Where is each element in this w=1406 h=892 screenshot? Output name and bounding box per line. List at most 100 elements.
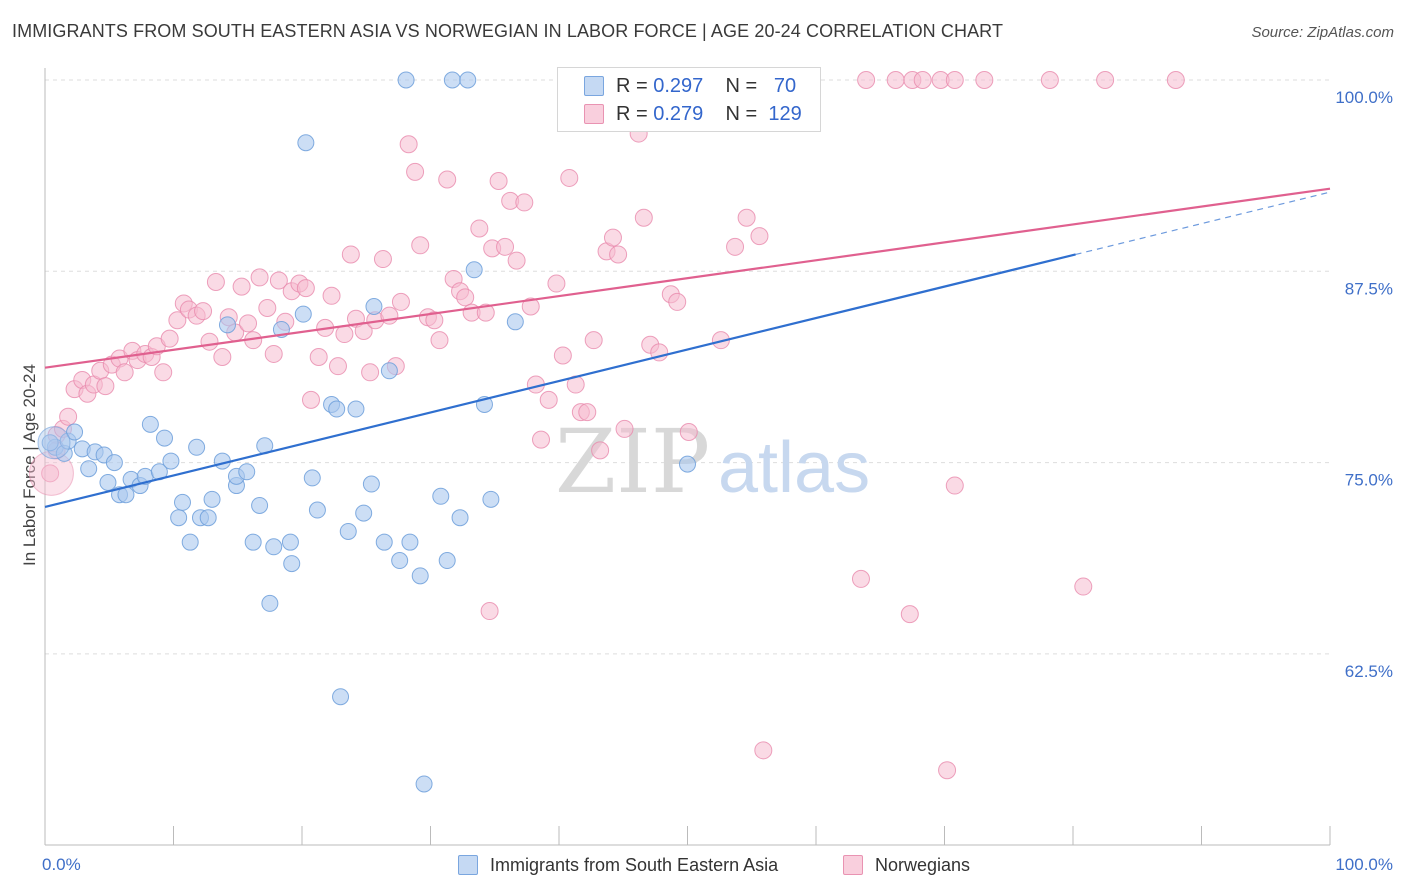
data-point-sea-immigrants (199, 509, 217, 527)
data-point-sea-immigrants (308, 501, 326, 519)
data-point-sea-immigrants (99, 473, 117, 491)
data-point-norwegians (515, 193, 534, 212)
data-point-sea-immigrants (401, 533, 419, 551)
data-point-norwegians (945, 476, 964, 495)
data-point-norwegians (1166, 71, 1185, 89)
data-point-norwegians (296, 279, 315, 298)
data-point-sea-immigrants (432, 487, 450, 505)
data-point-norwegians (341, 245, 360, 264)
data-point-sea-immigrants (66, 423, 84, 441)
data-point-sea-immigrants (170, 509, 188, 527)
y-tick-label: 87.5% (1345, 279, 1393, 298)
tick-labels: 62.5% 75.0% 87.5% 100.0% 0.0% 100.0% (42, 88, 1393, 874)
trend-line-sea-extension (1075, 191, 1331, 256)
data-point-sea-immigrants (203, 490, 221, 508)
data-point-sea-immigrants (375, 533, 393, 551)
data-point-sea-immigrants (283, 555, 301, 573)
data-point-norwegians (489, 172, 508, 191)
data-point-norwegians (476, 303, 495, 322)
data-point-norwegians (750, 227, 769, 246)
trend-line-sea-immigrants (44, 253, 1076, 509)
data-point-sea-immigrants (162, 452, 180, 470)
correlation-legend: R = 0.297 N = 70 R = 0.279 N = 129 (557, 67, 821, 132)
n-label: N = (725, 103, 758, 125)
data-point-norwegians (115, 363, 134, 382)
data-point-norwegians (480, 602, 499, 621)
legend-text-norwegians: R = 0.279 N = 129 (616, 100, 802, 128)
data-point-norwegians (258, 299, 277, 318)
data-point-norwegians (168, 311, 187, 330)
data-point-sea-cluster (37, 426, 71, 460)
data-point-norwegians (425, 311, 444, 330)
data-point-norwegians (361, 363, 380, 382)
data-point-sea-immigrants (451, 509, 469, 527)
data-point-norwegians (239, 314, 258, 333)
data-point-sea-immigrants (105, 454, 123, 472)
r-value: 0.279 (653, 103, 704, 125)
legend-label-norwegians: Norwegians (875, 854, 971, 875)
data-point-norwegians (609, 245, 628, 264)
data-point-norwegians (250, 268, 269, 287)
data-point-norwegians (399, 135, 418, 154)
data-point-sea-immigrants (218, 316, 236, 334)
data-point-norwegians (335, 325, 354, 344)
data-point-norwegians (532, 430, 551, 449)
data-point-norwegians (456, 288, 475, 307)
legend-item-sea[interactable]: Immigrants from South Eastern Asia (458, 852, 778, 878)
data-point-norwegians (309, 348, 328, 367)
watermark: ZIP atlas (555, 410, 870, 513)
data-point-sea-immigrants (294, 305, 312, 323)
n-value: 129 (768, 103, 802, 125)
legend-swatch-blue (458, 855, 478, 875)
data-point-sea-immigrants (411, 567, 429, 585)
data-point-norwegians (634, 208, 653, 227)
data-point-sea-immigrants (362, 475, 380, 493)
data-point-sea-immigrants (365, 297, 383, 315)
data-point-sea-immigrants (244, 533, 262, 551)
trend-lines (44, 187, 1331, 509)
data-point-norwegians (521, 297, 540, 316)
source-note: Source: ZipAtlas.com (1251, 24, 1394, 41)
data-point-norwegians (938, 761, 957, 780)
data-point-norwegians (391, 292, 410, 311)
data-point-norwegians (200, 332, 219, 351)
r-value: 0.297 (653, 75, 704, 97)
data-point-norwegians (269, 271, 288, 290)
data-point-sea-immigrants (465, 261, 483, 279)
data-point-norwegians (945, 71, 964, 89)
data-point-sea-immigrants (141, 415, 159, 433)
data-point-norwegians (560, 168, 579, 187)
data-point-norwegians (430, 331, 449, 350)
data-point-sea-immigrants (355, 504, 373, 522)
legend-swatch-pink (584, 104, 604, 124)
data-point-norwegians (194, 302, 213, 321)
data-point-sea-immigrants (281, 533, 299, 551)
legend-item-norwegians[interactable]: Norwegians (843, 852, 970, 878)
data-point-sea-immigrants (443, 71, 461, 89)
data-point-sea-immigrants (238, 463, 256, 481)
data-point-norwegians (547, 274, 566, 293)
data-point-norwegians (857, 71, 876, 89)
data-point-norwegians (553, 346, 572, 365)
legend-swatch-blue (584, 76, 604, 96)
data-point-norwegians (328, 357, 347, 376)
data-point-norwegians (438, 170, 457, 189)
data-point-sea-immigrants (506, 313, 524, 331)
data-point-norwegians (470, 219, 489, 238)
data-point-norwegians (322, 286, 341, 305)
data-point-sea-immigrants (339, 522, 357, 540)
x-tick-label: 0.0% (42, 855, 81, 874)
data-point-sea-immigrants (397, 71, 415, 89)
data-point-norwegians (539, 390, 558, 409)
data-point-sea-immigrants (328, 400, 346, 418)
n-label: N = (725, 75, 758, 97)
data-point-norwegians (411, 236, 430, 255)
data-point-sea-immigrants (80, 460, 98, 478)
r-label: R = (616, 103, 648, 125)
data-point-norwegians (496, 237, 515, 256)
x-tick-label: 100.0% (1335, 855, 1393, 874)
y-tick-label: 75.0% (1345, 471, 1393, 490)
data-point-norwegians (726, 237, 745, 256)
data-point-norwegians (679, 422, 698, 441)
